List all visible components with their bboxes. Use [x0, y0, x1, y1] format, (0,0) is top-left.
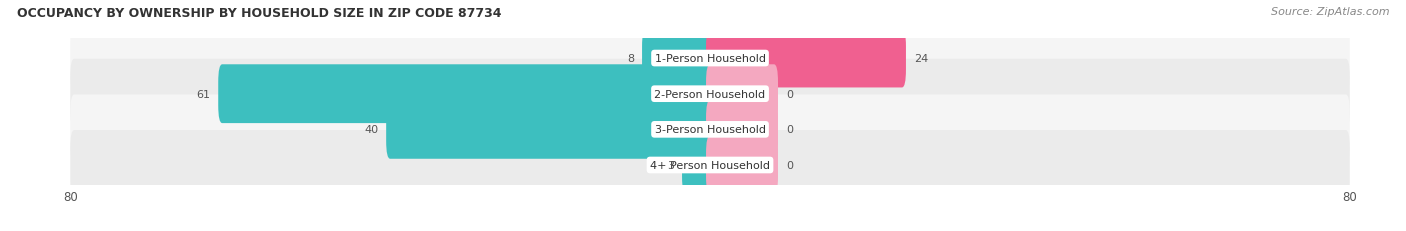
FancyBboxPatch shape	[682, 136, 714, 195]
Text: 1-Person Household: 1-Person Household	[655, 54, 765, 64]
FancyBboxPatch shape	[218, 65, 714, 124]
Text: 2-Person Household: 2-Person Household	[654, 89, 766, 99]
FancyBboxPatch shape	[706, 30, 905, 88]
Text: OCCUPANCY BY OWNERSHIP BY HOUSEHOLD SIZE IN ZIP CODE 87734: OCCUPANCY BY OWNERSHIP BY HOUSEHOLD SIZE…	[17, 7, 502, 20]
Text: 0: 0	[786, 89, 793, 99]
Text: 0: 0	[786, 125, 793, 135]
FancyBboxPatch shape	[70, 60, 1350, 129]
FancyBboxPatch shape	[643, 30, 714, 88]
Text: 3-Person Household: 3-Person Household	[655, 125, 765, 135]
FancyBboxPatch shape	[706, 136, 778, 195]
Text: Source: ZipAtlas.com: Source: ZipAtlas.com	[1271, 7, 1389, 17]
FancyBboxPatch shape	[706, 65, 778, 124]
Text: 3: 3	[666, 160, 673, 170]
Text: 24: 24	[914, 54, 928, 64]
FancyBboxPatch shape	[70, 131, 1350, 200]
Text: 8: 8	[627, 54, 634, 64]
Text: 4+ Person Household: 4+ Person Household	[650, 160, 770, 170]
FancyBboxPatch shape	[70, 24, 1350, 94]
Text: 61: 61	[197, 89, 211, 99]
FancyBboxPatch shape	[70, 95, 1350, 164]
Text: 40: 40	[364, 125, 378, 135]
FancyBboxPatch shape	[387, 100, 714, 159]
FancyBboxPatch shape	[706, 100, 778, 159]
Text: 0: 0	[786, 160, 793, 170]
